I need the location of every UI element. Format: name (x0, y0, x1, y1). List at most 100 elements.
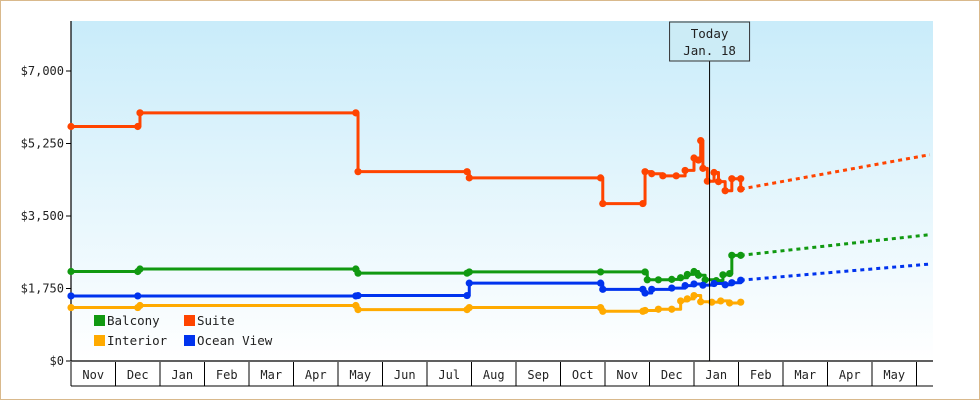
x-tick-label: Dec (127, 368, 149, 382)
x-tick-label: Jul (438, 368, 460, 382)
x-tick-label: Sep (527, 368, 549, 382)
data-point[interactable] (67, 292, 75, 300)
data-point[interactable] (354, 306, 362, 314)
legend-item-interior[interactable]: Interior (94, 333, 168, 348)
data-point[interactable] (726, 299, 734, 307)
data-point[interactable] (354, 269, 362, 277)
today-marker: Today Jan. 18 (669, 21, 751, 361)
data-point[interactable] (641, 168, 649, 176)
data-point[interactable] (643, 276, 651, 284)
legend-item-ocean-view[interactable]: Ocean View (184, 333, 273, 348)
legend-swatch (94, 315, 105, 326)
series-balcony (67, 233, 931, 285)
data-point[interactable] (641, 306, 649, 315)
today-label: Today (691, 26, 729, 41)
legend-label: Suite (197, 313, 235, 328)
data-point[interactable] (67, 267, 75, 276)
data-point[interactable] (714, 178, 723, 186)
data-point[interactable] (710, 168, 718, 177)
data-point[interactable] (67, 303, 75, 312)
data-point[interactable] (465, 279, 473, 287)
data-point[interactable] (599, 285, 607, 293)
data-point[interactable] (599, 307, 607, 315)
data-point[interactable] (465, 174, 473, 182)
data-point[interactable] (465, 268, 473, 276)
data-point[interactable] (699, 164, 707, 172)
data-point[interactable] (134, 122, 142, 131)
data-point[interactable] (668, 275, 676, 283)
data-point[interactable] (694, 156, 703, 164)
data-point[interactable] (721, 187, 729, 195)
y-tick-label: $3,500 (21, 209, 64, 223)
data-point[interactable] (677, 274, 685, 282)
data-point[interactable] (136, 301, 144, 310)
data-point[interactable] (690, 280, 698, 288)
data-point[interactable] (726, 269, 734, 278)
data-point[interactable] (136, 109, 144, 117)
data-point[interactable] (668, 305, 676, 313)
data-point[interactable] (668, 284, 676, 292)
data-point[interactable] (697, 298, 705, 306)
data-point[interactable] (737, 298, 745, 306)
data-point[interactable] (354, 291, 362, 300)
data-point[interactable] (654, 305, 663, 313)
data-point[interactable] (694, 271, 703, 279)
data-point[interactable] (681, 282, 689, 290)
x-tick-label: Apr (839, 368, 861, 382)
legend-item-suite[interactable]: Suite (184, 313, 235, 328)
data-point[interactable] (463, 291, 471, 300)
y-tick-label: $7,000 (21, 64, 64, 78)
data-point[interactable] (639, 199, 647, 208)
data-point[interactable] (352, 109, 360, 117)
data-point[interactable] (677, 297, 685, 305)
data-point[interactable] (681, 166, 689, 175)
data-point[interactable] (136, 265, 144, 273)
data-point[interactable] (599, 199, 607, 208)
data-point[interactable] (67, 122, 75, 131)
x-tick-label: Mar (794, 368, 816, 382)
data-point[interactable] (721, 281, 729, 289)
x-tick-label: Dec (661, 368, 683, 382)
data-point[interactable] (648, 285, 656, 293)
data-point[interactable] (710, 279, 718, 288)
data-point[interactable] (465, 303, 473, 312)
data-point[interactable] (134, 292, 142, 300)
x-tick-label: Oct (572, 368, 594, 382)
x-axis: Nov Dec Jan Feb Mar Apr May Jun Jul Aug Sep Oct Nov D… (70, 360, 933, 387)
data-point[interactable] (672, 172, 680, 180)
data-point[interactable] (690, 291, 698, 300)
data-point[interactable] (354, 168, 362, 176)
data-point[interactable] (659, 172, 667, 180)
y-tick-label: $1,750 (21, 282, 64, 296)
data-point[interactable] (717, 297, 725, 305)
legend-item-balcony[interactable]: Balcony (94, 313, 160, 328)
data-point[interactable] (596, 268, 605, 276)
legend-label: Ocean View (197, 333, 273, 348)
data-point[interactable] (728, 251, 736, 259)
data-point[interactable] (683, 270, 691, 279)
data-point[interactable] (596, 174, 605, 182)
data-point[interactable] (719, 271, 727, 279)
data-point[interactable] (697, 137, 705, 145)
x-tick-label: Mar (260, 368, 282, 382)
data-point[interactable] (699, 281, 707, 289)
data-point[interactable] (701, 276, 709, 284)
data-point[interactable] (728, 279, 736, 287)
data-point[interactable] (654, 276, 663, 284)
data-point[interactable] (641, 289, 649, 297)
plot-area (71, 21, 933, 361)
legend-label: Balcony (107, 313, 160, 328)
x-tick-label: Apr (305, 368, 327, 382)
data-point[interactable] (737, 175, 745, 183)
today-date: Jan. 18 (683, 43, 736, 58)
data-point[interactable] (596, 279, 605, 287)
x-tick-label: Jan (171, 368, 193, 382)
data-point[interactable] (641, 268, 649, 276)
series-layer (67, 109, 931, 315)
legend-swatch (184, 315, 195, 326)
data-point[interactable] (648, 170, 656, 178)
data-point[interactable] (728, 175, 736, 183)
data-point[interactable] (683, 295, 691, 303)
x-tick-label: May (883, 368, 905, 382)
data-point[interactable] (463, 168, 471, 176)
